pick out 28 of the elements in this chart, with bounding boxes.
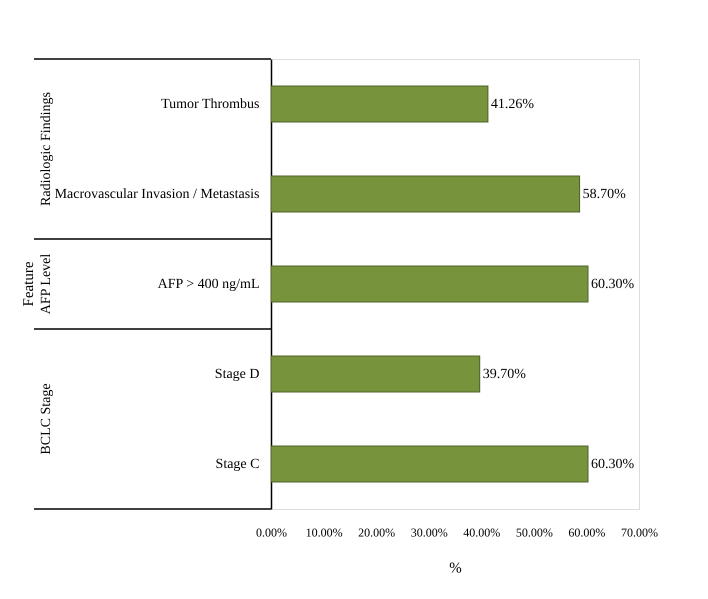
- bar: [270, 176, 580, 212]
- x-tick-label: 40.00%: [463, 526, 500, 540]
- data-label: 58.70%: [582, 187, 626, 202]
- y-tick-label: AFP > 400 ng/mL: [158, 277, 260, 292]
- y-tick-label: Stage C: [216, 457, 260, 472]
- x-tick-label: 10.00%: [306, 526, 343, 540]
- text: BCLC Stage: [39, 383, 54, 455]
- data-label: 60.30%: [591, 457, 635, 472]
- data-label: 60.30%: [591, 277, 635, 292]
- x-tick-label: 30.00%: [410, 526, 448, 540]
- bar: [270, 86, 488, 122]
- x-tick-label: 20.00%: [358, 526, 396, 540]
- x-tick-label: 50.00%: [516, 526, 553, 540]
- y-tick-label: Macrovascular Invasion / Metastasis: [54, 187, 260, 202]
- x-tick-label: 70.00%: [621, 526, 658, 540]
- y-tick-label: Stage D: [214, 367, 260, 382]
- y-axis-title: Feature: [21, 261, 37, 306]
- y-tick-label: Tumor Thrombus: [161, 97, 260, 112]
- bar: [270, 266, 589, 302]
- bar: [270, 356, 480, 392]
- text: Radiologic Findings: [39, 92, 54, 206]
- text: AFP Level: [39, 254, 54, 314]
- x-tick-label: 60.00%: [568, 526, 606, 540]
- data-label: 39.70%: [482, 367, 526, 382]
- data-label: 41.26%: [490, 97, 534, 112]
- x-tick-label: 0.00%: [256, 526, 287, 540]
- bar: [270, 446, 589, 482]
- x-axis-title: %: [449, 560, 462, 576]
